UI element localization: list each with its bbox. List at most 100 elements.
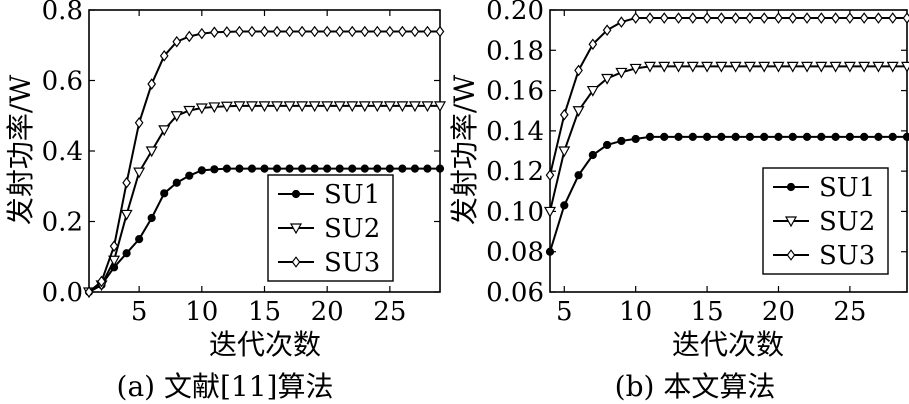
chart-a-data-point <box>310 25 319 38</box>
chart-b-data-point <box>788 132 797 141</box>
chart-a-data-point <box>297 25 307 38</box>
chart-b-data-point <box>902 12 909 24</box>
chart-a-data-point <box>383 101 396 113</box>
chart-b-data-point <box>658 61 671 73</box>
chart-b-y-tick-label: 0.12 <box>486 157 544 187</box>
chart-a-x-tick-label: 5 <box>131 297 148 327</box>
chart-a-data-point <box>358 101 371 113</box>
chart-a-data-point <box>283 101 296 113</box>
chart-b-data-point <box>702 12 712 24</box>
chart-a-data-point <box>360 164 369 173</box>
chart-b-data-point <box>617 16 626 28</box>
chart-b-data-point <box>574 64 583 77</box>
chart-b-data-point <box>617 136 626 146</box>
chart-a-data-point <box>372 25 382 38</box>
chart-b-y-tick-label: 0.18 <box>486 36 544 66</box>
chart-a-data-point <box>97 275 106 288</box>
chart-a-data-point <box>210 26 219 39</box>
chart-a-data-point <box>158 125 171 137</box>
chart-b-data-point <box>572 106 585 117</box>
chart-b-data-point <box>701 61 714 73</box>
chart-b-data-point <box>745 132 755 141</box>
chart-a-data-point <box>147 213 156 223</box>
chart-a-legend: SU1 SU2 SU3 <box>267 174 394 282</box>
chart-b-data-point <box>588 38 598 51</box>
chart-b-plot-frame <box>549 9 908 293</box>
chart-b-data-point <box>786 61 799 73</box>
chart-a-legend-label: SU1 <box>324 180 380 210</box>
chart-a-data-point <box>120 209 133 221</box>
chart-a-data-point <box>172 35 182 48</box>
chart-b-data-point <box>674 12 683 24</box>
chart-b-data-point <box>802 12 812 24</box>
chart-b-data-point <box>817 132 826 141</box>
chart-a-series-su2 <box>82 101 447 299</box>
chart-b-data-point <box>900 61 909 73</box>
chart-a-data-point <box>220 101 233 113</box>
chart-a-series-su3 <box>84 25 445 298</box>
chart-b-data-point <box>629 63 642 75</box>
chart-b-data-point <box>859 12 869 24</box>
chart-b-x-tick-label: 20 <box>762 297 795 327</box>
chart-a-data-point <box>109 240 119 252</box>
chart-a-data-point <box>222 26 232 38</box>
chart-b-data-point <box>586 85 599 97</box>
chart-b-data-point <box>672 61 685 73</box>
chart-a-data-point <box>160 189 169 198</box>
chart-a-data-point <box>170 111 183 122</box>
chart-a-data-point <box>135 235 144 244</box>
chart-b-data-point <box>558 146 571 158</box>
chart-a-data-point <box>235 25 244 38</box>
chart-a-data-point <box>285 164 294 173</box>
chart-b-y-tick-label: 0.14 <box>486 117 544 147</box>
chart-b-data-point <box>545 247 555 256</box>
chart-a-data-point <box>185 171 194 180</box>
chart-a-legend-label: SU2 <box>324 214 380 244</box>
chart-a-data-point <box>398 164 407 173</box>
chart-a-data-point <box>197 166 206 175</box>
chart-b-data-point <box>758 61 771 73</box>
chart-b-y-tick-label: 0.06 <box>486 278 544 308</box>
chart-b-legend-marker <box>784 216 798 228</box>
chart-a-data-point <box>258 101 271 113</box>
chart-a-data-point <box>247 25 257 38</box>
chart-a-legend-marker <box>291 189 301 199</box>
chart-a-data-point <box>308 101 321 113</box>
chart-a-data-point <box>435 25 445 38</box>
chart-b-legend-label: SU3 <box>819 241 875 271</box>
chart-a-data-point <box>285 25 294 38</box>
chart-b-data-point <box>601 73 614 85</box>
chart-a-legend-label: SU3 <box>324 248 380 278</box>
chart-b-data-point <box>686 61 699 73</box>
chart-a-data-point <box>335 25 345 38</box>
chart-a-data-point <box>122 176 131 189</box>
chart-a-data-point <box>408 101 421 113</box>
chart-a-caption: (a) 文献[11]算法 <box>117 370 334 403</box>
chart-b-series-su2 <box>543 61 909 218</box>
chart-b-data-point <box>874 12 883 24</box>
chart-panel-b: (b) 本文算法 5 10 15 20 25 0.06 0.08 0.10 0.12 0.14 0.… <box>448 0 909 403</box>
chart-a-data-point <box>333 101 346 113</box>
chart-b-data-point <box>702 132 712 141</box>
chart-a-data-point <box>335 164 344 173</box>
chart-a-data-point <box>298 164 307 173</box>
chart-b-legend-marker <box>786 182 796 192</box>
chart-a-data-point <box>348 164 357 173</box>
chart-b-legend-label: SU2 <box>819 207 875 237</box>
chart-a-data-point <box>122 249 131 258</box>
chart-a-y-tick-label: 0.0 <box>42 278 83 308</box>
chart-a-data-point <box>235 164 244 173</box>
chart-a-data-point <box>147 78 157 90</box>
chart-b-data-point <box>788 12 798 24</box>
chart-b-data-point <box>831 132 840 141</box>
chart-a-data-point <box>410 25 420 38</box>
chart-b-data-point <box>559 108 569 121</box>
chart-a-y-tick-label: 0.2 <box>42 208 83 238</box>
chart-a-x-tick-label: 25 <box>373 297 406 327</box>
chart-b-data-point <box>772 61 785 73</box>
chart-b-data-point <box>643 61 656 73</box>
chart-b-data-point <box>574 171 583 180</box>
chart-b-data-point <box>816 12 826 24</box>
chart-b-x-tick-label: 15 <box>691 297 724 327</box>
chart-b-data-point <box>843 61 856 73</box>
